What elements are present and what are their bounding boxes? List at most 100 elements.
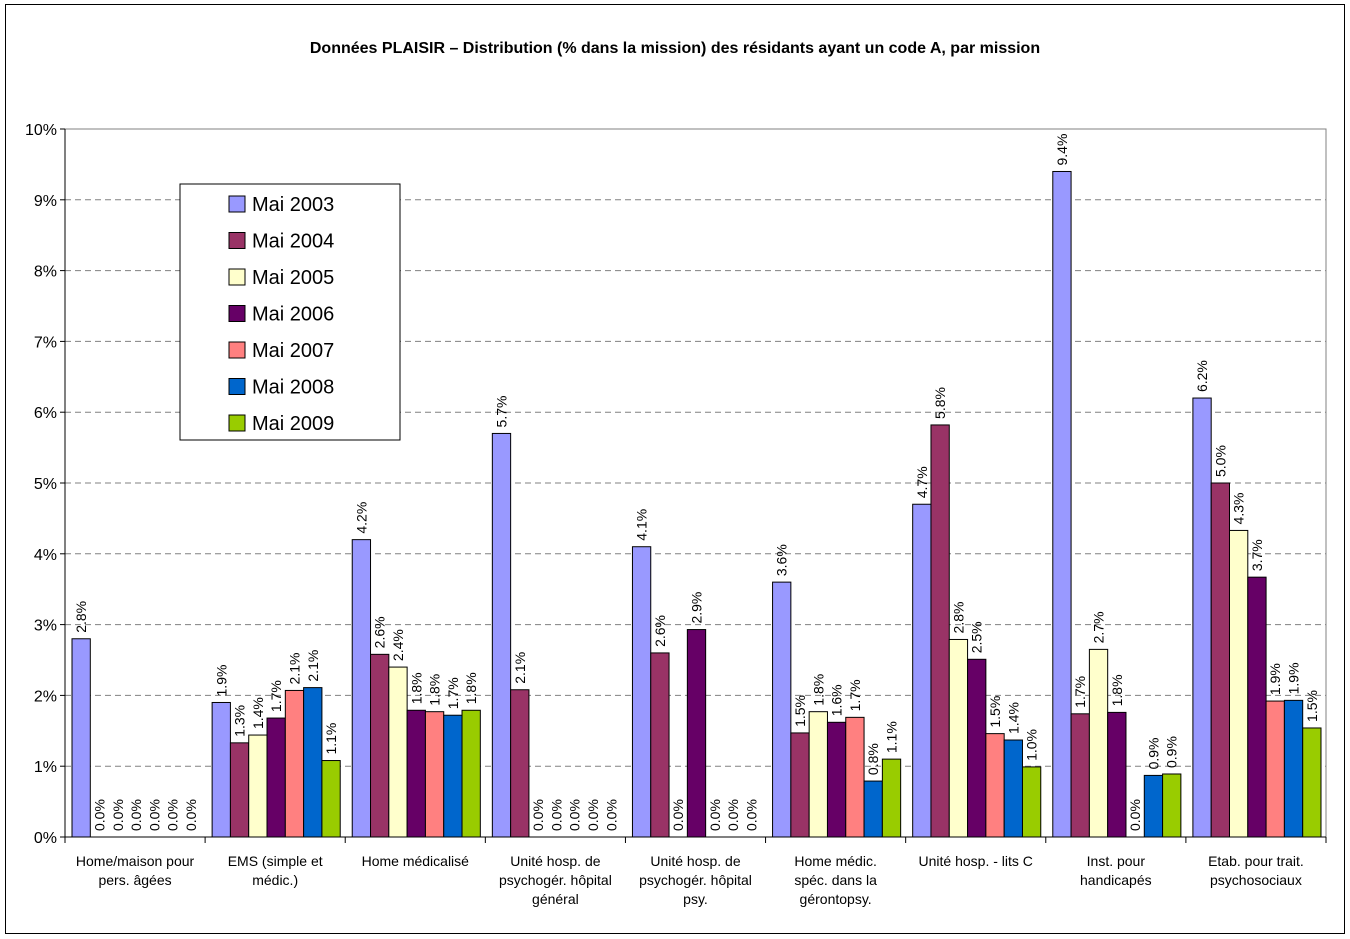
data-label: 0.9% (1164, 736, 1180, 768)
legend-box (179, 183, 401, 441)
data-label: 4.1% (634, 509, 650, 541)
data-label: 1.4% (1005, 702, 1021, 734)
bar (808, 711, 828, 838)
x-category-label: spéc. dans la (794, 872, 877, 888)
bar (1070, 713, 1090, 838)
x-category-label: Home/maison pour (76, 853, 195, 869)
bar (650, 652, 670, 838)
data-label: 0.0% (1127, 799, 1143, 831)
y-tick-label: 8% (34, 264, 57, 281)
x-category-label: Home médic. (794, 853, 876, 869)
x-axis: Home/maison pour pers. âgées EMS (simple e… (64, 836, 1327, 907)
data-label: 1.1% (323, 723, 339, 755)
data-label: 1.6% (829, 684, 845, 716)
bar (1052, 170, 1072, 838)
bar (912, 503, 932, 838)
data-label: 3.6% (774, 544, 790, 576)
data-label: 1.9% (1267, 663, 1283, 695)
data-label: 0.0% (567, 799, 583, 831)
data-label: 2.5% (969, 621, 985, 653)
y-tick-label: 7% (34, 334, 57, 351)
data-label: 0.0% (530, 799, 546, 831)
data-label: 1.7% (847, 679, 863, 711)
y-tick-label: 9% (34, 193, 57, 210)
legend-swatch (228, 195, 246, 213)
data-label: 0.0% (128, 799, 144, 831)
data-label: 4.7% (914, 466, 930, 498)
data-label: 5.0% (1212, 445, 1228, 477)
bar (370, 653, 390, 838)
data-label: 1.8% (427, 674, 443, 706)
data-label: 1.8% (408, 672, 424, 704)
bar (351, 539, 372, 838)
data-label: 0.0% (585, 799, 601, 831)
data-label: 9.4% (1054, 134, 1070, 166)
data-label: 0.0% (165, 799, 181, 831)
x-category-label: Unité hosp. de (650, 853, 740, 869)
data-label: 2.1% (512, 652, 528, 684)
bar (71, 638, 91, 838)
data-label: 0.8% (865, 743, 881, 775)
bar (1143, 774, 1164, 838)
bar (845, 716, 865, 838)
data-label: 2.1% (305, 650, 321, 682)
bar (1021, 766, 1042, 838)
data-label: 1.8% (463, 672, 479, 704)
bar (881, 758, 902, 838)
y-tick-label: 1% (34, 759, 57, 776)
legend-label: Mai 2009 (252, 413, 334, 435)
bar (1192, 397, 1212, 838)
bar (1162, 773, 1182, 838)
x-category-label: pers. âgées (98, 872, 171, 888)
bar (631, 546, 652, 838)
x-category-label: EMS (simple et (228, 853, 323, 869)
data-label: 2.8% (950, 602, 966, 634)
bar (424, 711, 445, 838)
data-label: 0.0% (183, 799, 199, 831)
data-label: 1.7% (1072, 676, 1088, 708)
data-label: 5.8% (932, 387, 948, 419)
data-label: 1.8% (810, 674, 826, 706)
data-label: 2.4% (390, 629, 406, 661)
data-label: 1.7% (445, 677, 461, 709)
bar (1210, 482, 1230, 838)
data-label: 3.7% (1249, 539, 1265, 571)
bars (71, 170, 1322, 838)
data-label: 0.0% (707, 799, 723, 831)
bar (388, 666, 408, 838)
data-label: 1.9% (213, 665, 229, 697)
legend-label: Mai 2007 (252, 340, 334, 362)
bar (686, 629, 707, 838)
data-label: 1.5% (792, 695, 808, 727)
legend-swatch (228, 305, 246, 322)
x-category-label: Unité hosp. - lits C (919, 853, 1033, 869)
data-label: 1.4% (250, 697, 266, 729)
bar (948, 638, 969, 838)
bar (985, 733, 1005, 838)
legend-swatch (228, 414, 246, 432)
y-tick-label: 4% (34, 547, 57, 564)
data-label: 2.8% (73, 601, 89, 633)
data-label: 2.7% (1091, 611, 1107, 643)
x-category-label: psychogér. hôpital (499, 872, 612, 888)
data-label: 2.6% (652, 615, 668, 647)
data-labels: 2.8% 1.9% 4.2% 5.7% 4.1% 3.6% 4.7% 9.4% 6.2% 0.0%… (73, 134, 1320, 831)
y-tick-label: 5% (34, 476, 57, 493)
data-label: 0.9% (1145, 737, 1161, 769)
x-category-label: psychogér. hôpital (639, 872, 752, 888)
x-category-label: médic.) (252, 872, 298, 888)
legend-label: Mai 2003 (252, 194, 334, 216)
data-label: 1.5% (1304, 690, 1320, 722)
x-category-label: Home médicalisé (362, 853, 470, 869)
bar (930, 424, 950, 838)
bar (1302, 727, 1322, 838)
data-label: 2.9% (689, 592, 705, 624)
bar (1107, 711, 1127, 838)
x-category-label: gérontopsy. (800, 891, 872, 907)
x-category-label: Inst. pour (1087, 853, 1146, 869)
x-category-label: handicapés (1080, 872, 1152, 888)
y-tick-label: 6% (34, 405, 57, 422)
data-label: 1.7% (268, 680, 284, 712)
data-label: 4.3% (1231, 493, 1247, 525)
